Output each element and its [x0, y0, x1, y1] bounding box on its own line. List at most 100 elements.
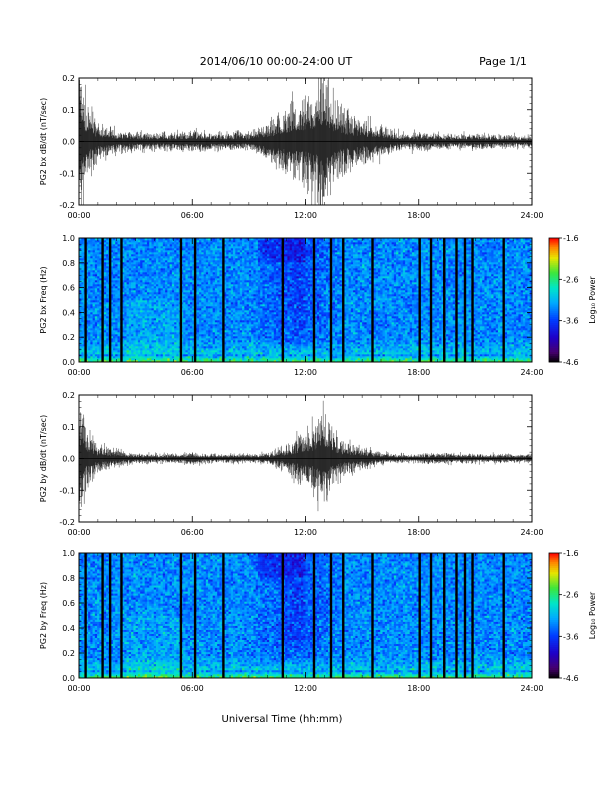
spectrogram-cell [299, 332, 302, 334]
spectrogram-cell [127, 346, 130, 348]
spectrogram-cell [267, 340, 270, 342]
spectrogram-cell [161, 334, 164, 336]
spectrogram-cell [527, 352, 530, 354]
spectrogram-cell [396, 342, 399, 344]
spectrogram-cell [308, 332, 311, 334]
spectrogram-cell [453, 356, 456, 358]
spectrogram-cell [326, 342, 329, 344]
spectrogram-cell [358, 358, 361, 360]
spectrogram-cell [185, 344, 188, 346]
spectrogram-cell [262, 332, 265, 334]
spectrogram-cell [489, 350, 492, 352]
spectrogram-cell [351, 350, 354, 352]
spectrogram-cell [480, 336, 483, 338]
spectrogram-cell [466, 344, 469, 346]
spectrogram-cell [294, 358, 297, 360]
spectrogram-cell [339, 344, 342, 346]
spectrogram-cell [197, 356, 200, 358]
spectrogram-cell [118, 336, 121, 338]
spectrogram-cell [387, 328, 390, 330]
spectrogram-cell [412, 350, 415, 352]
spectrogram-cell [210, 346, 213, 348]
spectrogram-cell [489, 346, 492, 348]
spectrogram-cell [133, 330, 136, 332]
spectrogram-cell [154, 352, 157, 354]
spectrogram-cell [151, 342, 154, 344]
spectrogram-cell [97, 334, 100, 336]
spectrogram-cell [335, 336, 338, 338]
spectrogram-cell [306, 338, 309, 340]
spectrogram-cell [136, 330, 139, 332]
spectrogram-cell [487, 358, 490, 360]
spectrogram-cell [172, 340, 175, 342]
spectrogram-cell [258, 340, 261, 342]
spectrogram-cell [170, 350, 173, 352]
spectrogram-cell [274, 328, 277, 330]
spectrogram-cell [136, 352, 139, 354]
spectrogram-cell [310, 350, 313, 352]
spectrogram-cell [269, 338, 272, 340]
spectrogram-cell [478, 346, 481, 348]
spectrogram-cell [197, 350, 200, 352]
spectrogram-cell [88, 356, 91, 358]
spectrogram-cell [403, 348, 406, 350]
spectrogram-cell [432, 334, 435, 336]
spectrogram-cell [90, 352, 93, 354]
spectrogram-cell [410, 356, 413, 358]
spectrogram-cell [256, 330, 259, 332]
spectrogram-cell [145, 344, 148, 346]
spectrogram-cell [389, 328, 392, 330]
spectrogram-cell [480, 330, 483, 332]
spectrogram-cell [204, 328, 207, 330]
spectrogram-cell [410, 344, 413, 346]
spectrogram-cell [199, 348, 202, 350]
spectrogram-cell [453, 338, 456, 340]
spectrogram-cell [145, 334, 148, 336]
spectrogram-cell [188, 328, 191, 330]
spectrogram-cell [376, 346, 379, 348]
spectrogram-cell [265, 334, 268, 336]
spectrogram-cell [378, 346, 381, 348]
spectrogram-cell [437, 350, 440, 352]
spectrogram-cell [482, 328, 485, 330]
spectrogram-cell [401, 340, 404, 342]
spectrogram-cell [265, 336, 268, 338]
spectrogram-cell [394, 342, 397, 344]
spectrogram-cell [346, 352, 349, 354]
spectrogram-cell [299, 334, 302, 336]
spectrogram-cell [303, 328, 306, 330]
spectrogram-cell [163, 356, 166, 358]
spectrogram-cell [190, 326, 193, 328]
spectrogram-cell [512, 356, 515, 358]
spectrogram-cell [163, 346, 166, 348]
spectrogram-cell [410, 354, 413, 356]
spectrogram-cell [373, 338, 376, 340]
spectrogram-cell [219, 356, 222, 358]
spectrogram-cell [423, 340, 426, 342]
spectrogram-cell [244, 328, 247, 330]
spectrogram-cell [489, 358, 492, 360]
spectrogram-cell [446, 332, 449, 334]
spectrogram-cell [267, 342, 270, 344]
spectrogram-cell [274, 346, 277, 348]
spectrogram-cell [113, 334, 116, 336]
x-tick-label: 00:00 [67, 211, 90, 220]
spectrogram-cell [303, 350, 306, 352]
spectrogram-cell [156, 352, 159, 354]
spectrogram-cell [262, 342, 265, 344]
spectrogram-cell [133, 336, 136, 338]
spectrogram-cell [405, 356, 408, 358]
spectrogram-cell [185, 340, 188, 342]
spectrogram-cell [516, 356, 519, 358]
spectrogram-cell [523, 342, 526, 344]
spectrogram-cell [317, 340, 320, 342]
spectrogram-cell [206, 334, 209, 336]
spectrogram-cell [213, 348, 216, 350]
spectrogram-cell [364, 350, 367, 352]
spectrogram-cell [165, 346, 168, 348]
spectrogram-cell [256, 346, 259, 348]
spectrogram-cell [235, 352, 238, 354]
spectrogram-cell [95, 346, 98, 348]
spectrogram-cell [339, 328, 342, 330]
spectrogram-cell [206, 354, 209, 356]
